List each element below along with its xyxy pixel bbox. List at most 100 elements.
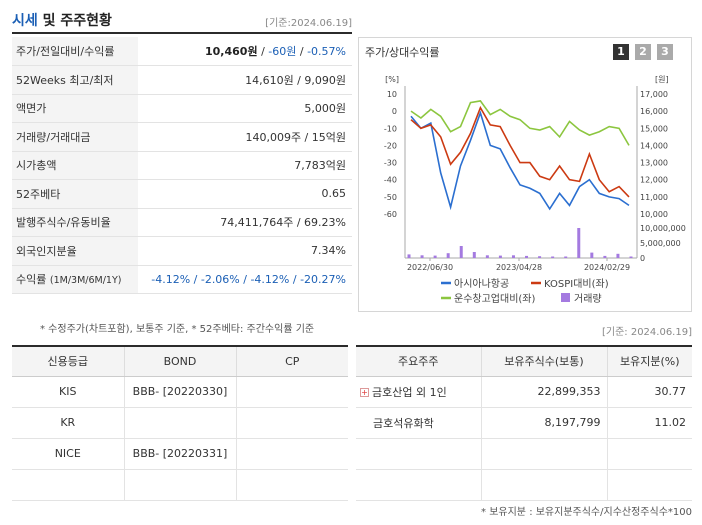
- table-row: NICE BBB- [20220331]: [12, 438, 348, 470]
- volume-bar: [407, 254, 411, 258]
- table-row: 시가총액 7,783억원: [12, 151, 352, 180]
- tick-label-right: 13,000: [640, 159, 668, 168]
- row-label: 52주베타: [12, 179, 138, 209]
- chart-title: 주가/상대수익률: [365, 46, 440, 59]
- right-unit-label: [원]: [655, 75, 669, 84]
- row-value: 7.34%: [138, 236, 352, 266]
- left-unit-label: [%]: [385, 75, 399, 84]
- price-change: -60원: [268, 45, 297, 58]
- tick-label-right: 11,000: [640, 193, 668, 202]
- table-row: [356, 469, 692, 501]
- tick-label-right: 16,000: [640, 107, 668, 116]
- table-row: 발행주식수/유동비율 74,411,764주 / 69.23%: [12, 208, 352, 237]
- legend-swatch: [561, 293, 570, 302]
- volume-bar: [616, 253, 620, 258]
- tick-label-right: 10,000: [640, 210, 668, 219]
- row-label: 수익률: [16, 273, 47, 287]
- tick-label-x: 2024/02/29: [584, 263, 630, 272]
- tick-label-right: 17,000: [640, 90, 668, 99]
- tick-label-x: 2023/04/28: [496, 263, 542, 272]
- footnote: * 수정주가(차트포함), 보통주 기준, * 52주베타: 주간수익률 기준: [40, 324, 315, 335]
- tick-label-right: 15,000: [640, 124, 668, 133]
- row-label: 주가/전일대비/수익률: [12, 37, 138, 66]
- volume-bar: [420, 255, 424, 258]
- series-line: [410, 110, 630, 211]
- chart-panel: 주가/상대수익률 1 2 3 [%] [원] 10 0 -10 -20 -30 -40 -50 -…: [358, 37, 692, 312]
- page-title: 시세: [12, 13, 38, 29]
- volume-bar: [485, 255, 489, 258]
- price-info-table: 주가/전일대비/수익률 10,460원 / -60원 / -0.57% 52We…: [12, 37, 352, 294]
- column-header: 보유주식수(보통): [480, 346, 607, 377]
- tick-label-right: 12,000: [640, 176, 668, 185]
- volume-bar: [446, 253, 450, 258]
- volume-bar: [538, 256, 542, 258]
- row-label: 외국인지분율: [12, 236, 138, 266]
- row-value: 140,009주 / 15억원: [138, 122, 352, 152]
- holder-name: 금호산업 외 1인: [372, 385, 447, 399]
- chart-tab-1[interactable]: 1: [613, 44, 629, 60]
- volume-bar: [459, 246, 463, 258]
- tick-label-right: 14,000: [640, 141, 668, 150]
- volume-bar: [498, 255, 502, 258]
- table-row: + 금호산업 외 1인 22,899,353 30.77: [356, 376, 692, 408]
- legend-label: KOSPI대비(좌): [544, 278, 609, 290]
- credit-rating-table: 신용등급 BOND CP KIS BBB- [20220330] KR NICE B…: [12, 345, 348, 501]
- row-value: 14,610원 / 9,090원: [138, 65, 352, 95]
- column-header: CP: [235, 346, 348, 377]
- table-row: [356, 438, 692, 470]
- tick-label-left: -30: [384, 159, 397, 168]
- legend-label: 아시아나항공: [454, 278, 509, 290]
- column-header: 주요주주: [356, 346, 481, 377]
- holder-name: 금호석유화학: [356, 407, 481, 439]
- volume-bar: [629, 256, 633, 258]
- base-date: [기준: 2024.06.19]: [601, 327, 692, 338]
- volume-bar: [603, 255, 607, 258]
- legend-label: 거래량: [574, 293, 602, 305]
- row-value: 74,411,764주 / 69.23%: [138, 208, 352, 237]
- table-row: 외국인지분율 7.34%: [12, 236, 352, 266]
- volume-bar: [551, 256, 555, 258]
- major-holders-table: 주요주주 보유주식수(보통) 보유지분(%) + 금호산업 외 1인 22,899…: [356, 345, 692, 501]
- row-label: 발행주식수/유동비율: [12, 208, 138, 237]
- volume-bar: [472, 252, 476, 258]
- table-row: 거래량/거래대금 140,009주 / 15억원: [12, 122, 352, 152]
- tick-label-volume: 0: [640, 254, 645, 263]
- column-header: BOND: [123, 346, 236, 377]
- row-label: 액면가: [12, 94, 138, 123]
- tick-label-left: -40: [384, 176, 397, 185]
- tick-label-left: -20: [384, 141, 397, 150]
- tick-label-left: -60: [384, 210, 397, 219]
- chart-tab-3[interactable]: 3: [657, 44, 673, 60]
- tick-label-volume: 5,000,000: [640, 239, 681, 248]
- row-value: 7,783억원: [138, 151, 352, 180]
- row-value: 5,000원: [138, 94, 352, 123]
- volume-bar: [511, 255, 515, 258]
- table-row: 액면가 5,000원: [12, 94, 352, 123]
- table-row: 수익률 (1M/3M/6M/1Y) -4.12% / -2.06% / -4.1…: [12, 265, 352, 294]
- page-title-rest: 및 주주현황: [37, 13, 112, 29]
- table-row: 52Weeks 최고/최저 14,610원 / 9,090원: [12, 65, 352, 95]
- chart-tab-2[interactable]: 2: [635, 44, 651, 60]
- table-row: KR: [12, 407, 348, 439]
- footnote: * 보유지분 : 보유지분주식수/지수산정주식수*100: [481, 507, 692, 518]
- base-date: [기준:2024.06.19]: [265, 18, 352, 29]
- table-row: KIS BBB- [20220330]: [12, 376, 348, 408]
- series-line: [410, 100, 630, 146]
- tick-label-x: 2022/06/30: [407, 263, 453, 272]
- table-row: 주가/전일대비/수익률 10,460원 / -60원 / -0.57%: [12, 37, 352, 66]
- current-price: 10,460원: [205, 45, 258, 58]
- volume-bar: [525, 255, 529, 258]
- volume-bar: [590, 252, 594, 258]
- volume-bar: [564, 256, 568, 258]
- row-value: -4.12% / -2.06% / -4.12% / -20.27%: [138, 265, 352, 294]
- column-header: 보유지분(%): [606, 346, 692, 377]
- section-header: 시세 및 주주현황 [기준:2024.06.19]: [12, 10, 352, 34]
- expand-icon[interactable]: +: [360, 388, 369, 397]
- tick-label-left: 10: [387, 90, 397, 99]
- column-header: 신용등급: [12, 346, 124, 377]
- relative-return-chart: [%] [원] 10 0 -10 -20 -30 -40 -50 -60 17,000 16,000 1…: [384, 75, 686, 305]
- row-label: 52Weeks 최고/최저: [12, 65, 138, 95]
- tick-label-left: 0: [392, 107, 397, 116]
- tick-label-volume: 10,000,000: [640, 224, 686, 233]
- tick-label-left: -10: [384, 124, 397, 133]
